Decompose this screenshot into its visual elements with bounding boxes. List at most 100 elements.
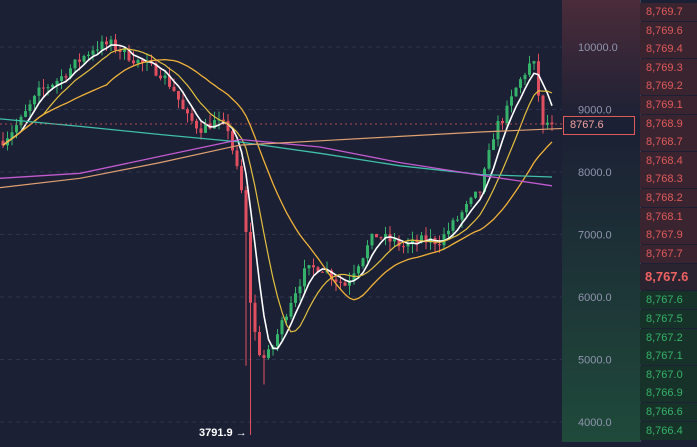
candle-body (33, 95, 36, 105)
ask-zone-shade (562, 0, 640, 126)
ma-slow-line (2, 58, 553, 301)
candle-body (312, 265, 315, 268)
candle-body (42, 87, 45, 89)
candle-body (420, 235, 423, 243)
bid-row[interactable]: 8,767.1 (640, 347, 697, 366)
candle-body (411, 239, 414, 244)
candle-body (298, 286, 302, 294)
candle-body (1, 140, 5, 146)
candles (1, 34, 554, 436)
ask-row[interactable]: 8,768.1 (640, 207, 697, 226)
price-axis[interactable]: 10000.0 9000.0 8000.0 7000.0 6000.0 5000.0 400… (562, 0, 640, 442)
candle-body (136, 59, 140, 64)
ask-row[interactable]: 8,769.3 (640, 58, 697, 77)
candle-body (195, 120, 198, 129)
candle-body (388, 234, 392, 242)
bid-row[interactable]: 8,766.6 (640, 403, 697, 421)
candle-body (213, 120, 216, 129)
candle-body (10, 132, 14, 139)
candle-body (181, 99, 185, 110)
candle-body (348, 280, 351, 286)
candle-body (307, 265, 311, 269)
candle-body (186, 109, 189, 114)
ask-row[interactable]: 8,769.6 (640, 21, 697, 40)
candle-body (28, 104, 32, 112)
candle-body (249, 231, 252, 303)
candle-body (487, 150, 491, 169)
bid-row[interactable]: 8,766.9 (640, 384, 697, 403)
y-tick-label: 10000.0 (578, 42, 618, 54)
candle-body (235, 150, 239, 167)
ma-long-3-line (0, 127, 567, 189)
bid-row[interactable]: 8,766.4 (640, 421, 697, 440)
candle-body (406, 243, 410, 247)
candle-body (532, 61, 536, 64)
candle-body (424, 235, 428, 243)
candle-body (550, 122, 554, 125)
candle-body (159, 75, 162, 79)
candle-body (172, 86, 176, 91)
candle-body (456, 219, 459, 221)
y-tick-label: 4000.0 (578, 417, 612, 429)
ask-row[interactable]: 8,768.2 (640, 189, 697, 207)
candle-body (357, 266, 360, 274)
price-chart[interactable] (0, 0, 567, 442)
candle-body (51, 84, 54, 88)
candle-body (105, 41, 108, 45)
candle-body (244, 190, 248, 232)
candle-body (64, 76, 68, 78)
candle-body (127, 48, 131, 61)
bid-row[interactable]: 8,767.5 (640, 310, 697, 328)
ask-row[interactable]: 8,768.9 (640, 114, 697, 133)
candle-body (442, 234, 446, 246)
candle-body (474, 191, 477, 198)
candle-body (294, 293, 297, 303)
candle-body (69, 68, 72, 78)
candle-body (280, 320, 284, 335)
candle-body (339, 281, 342, 283)
candle-body (253, 302, 257, 332)
bid-row[interactable]: 8,767.6 (640, 291, 697, 310)
candle-body (276, 334, 279, 347)
ask-row[interactable]: 8,767.9 (640, 226, 697, 245)
candle-body (316, 267, 320, 272)
ask-row[interactable]: 8,769.7 (640, 3, 697, 21)
candle-body (541, 95, 545, 125)
chart-canvas[interactable] (0, 0, 567, 442)
y-tick-label: 8000.0 (578, 167, 612, 179)
candle-body (366, 245, 369, 259)
bid-row[interactable]: 8,767.0 (640, 365, 697, 384)
ask-row[interactable]: 8,769.2 (640, 77, 697, 96)
candle-body (100, 41, 104, 50)
low-price-marker: 3791.9 → (199, 427, 247, 439)
candle-body (438, 244, 441, 246)
candle-body (226, 120, 230, 132)
candle-body (492, 139, 495, 151)
ask-row[interactable]: 8,767.7 (640, 244, 697, 263)
candle-body (537, 61, 540, 96)
candle-body (343, 282, 347, 286)
candle-body (505, 105, 509, 124)
candle-body (285, 316, 288, 321)
ask-row[interactable]: 8,768.4 (640, 151, 697, 170)
candle-body (375, 233, 378, 238)
candle-body (501, 120, 504, 124)
candle-body (330, 270, 333, 280)
ask-row[interactable]: 8,768.7 (640, 133, 697, 152)
candle-body (397, 239, 401, 247)
candle-body (258, 331, 261, 356)
ask-row[interactable]: 8,769.1 (640, 96, 697, 114)
y-tick-label: 6000.0 (578, 292, 612, 304)
candle-body (393, 239, 396, 242)
bid-row[interactable]: 8,767.2 (640, 328, 697, 347)
candle-body (240, 166, 243, 191)
candle-body (478, 191, 482, 193)
candle-body (168, 75, 171, 87)
candle-body (82, 55, 86, 62)
candle-body (123, 48, 126, 53)
candle-body (451, 220, 455, 231)
candle-body (199, 128, 203, 133)
order-book: 8,769.7 8,769.6 8,769.4 8,769.3 8,769.2 8,769… (640, 0, 697, 442)
ask-row[interactable]: 8,769.4 (640, 40, 697, 59)
ask-row[interactable]: 8,768.3 (640, 170, 697, 189)
